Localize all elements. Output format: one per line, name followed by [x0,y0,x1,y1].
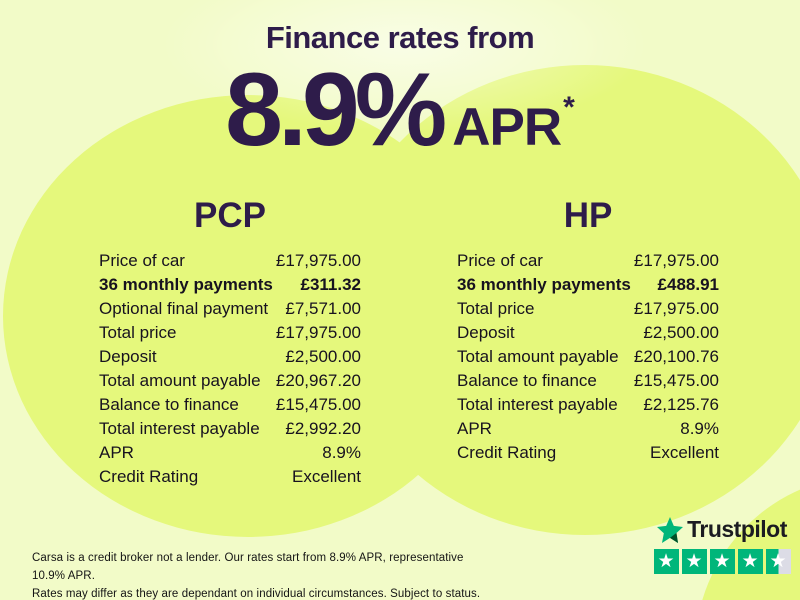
row-value: £17,975.00 [633,251,719,270]
row-value: 8.9% [680,419,719,438]
table-row: Total amount payable £20,967.20 [99,369,361,393]
row-label: 36 monthly payments [457,275,631,294]
pcp-heading: PCP [194,196,266,235]
row-label: Optional final payment [99,299,269,318]
row-value: £17,975.00 [275,323,361,342]
row-value: £20,967.20 [275,371,361,390]
star-icon: ★ [657,551,675,572]
row-label: Deposit [99,347,157,366]
row-label: Deposit [457,323,515,342]
row-label: Balance to finance [457,371,597,390]
row-label: Credit Rating [457,443,557,462]
row-value: £2,992.20 [285,419,361,438]
table-row: Credit Rating Excellent [457,441,719,465]
row-value: £7,571.00 [285,299,361,318]
row-value: 8.9% [322,443,361,462]
row-label: Credit Rating [99,467,199,486]
row-label: Total price [457,299,535,318]
table-row: Credit Rating Excellent [99,465,361,489]
disclaimer-line-2: Rates may differ as they are dependant o… [32,588,481,600]
row-label: Price of car [457,251,543,270]
row-label: APR [457,419,492,438]
star-box-half: ★ [765,549,791,574]
table-row: Price of car £17,975.00 [457,249,719,273]
row-value: £488.91 [657,275,719,294]
row-label: Total interest payable [457,395,618,414]
row-label: APR [99,443,134,462]
table-row: Balance to finance £15,475.00 [457,369,719,393]
row-value: £2,125.76 [643,395,719,414]
trustpilot-star-icon [657,516,684,543]
table-row: 36 monthly payments £311.32 [99,273,361,297]
banner-title: Finance rates from [265,20,535,55]
star-icon: ★ [769,551,787,572]
rate-asterisk: * [563,91,575,124]
row-value: £2,500.00 [285,347,361,366]
hp-table: HP Price of car £17,975.00 36 monthly pa… [457,196,719,465]
disclaimer-line-1: Carsa is a credit broker not a lender. O… [32,552,464,582]
row-value: £15,475.00 [633,371,719,390]
table-row: Total price £17,975.00 [99,321,361,345]
row-label: 36 monthly payments [99,275,273,294]
table-row: 36 monthly payments £488.91 [457,273,719,297]
table-row: APR 8.9% [99,441,361,465]
table-row: Total interest payable £2,125.76 [457,393,719,417]
star-icon: ★ [713,551,731,572]
background-circle-right [335,65,800,535]
row-label: Price of car [99,251,185,270]
row-label: Total interest payable [99,419,260,438]
table-row: Total amount payable £20,100.76 [457,345,719,369]
row-label: Balance to finance [99,395,239,414]
row-value: Excellent [650,443,719,462]
table-row: Optional final payment £7,571.00 [99,297,361,321]
row-value: £17,975.00 [633,299,719,318]
trustpilot-rating-4-5-stars: ★ ★ ★ ★ ★ [646,549,798,574]
table-row: Deposit £2,500.00 [99,345,361,369]
row-value: £2,500.00 [643,323,719,342]
pcp-table: PCP Price of car £17,975.00 36 monthly p… [99,196,361,489]
table-row: Deposit £2,500.00 [457,321,719,345]
title-glow [140,0,670,140]
table-row: Total price £17,975.00 [457,297,719,321]
star-box-full: ★ [737,549,763,574]
rate-unit: APR [452,98,562,157]
trustpilot-wordmark: Trustpilot [687,516,787,542]
star-box-full: ★ [709,549,735,574]
star-box-full: ★ [653,549,679,574]
row-label: Total amount payable [457,347,619,366]
legal-disclaimer: Carsa is a credit broker not a lender. O… [32,549,482,600]
star-box-full: ★ [681,549,707,574]
table-row: Total interest payable £2,992.20 [99,417,361,441]
row-label: Total price [99,323,177,342]
trustpilot-logo: Trustpilot [646,516,798,543]
row-value: Excellent [292,467,361,486]
row-value: £15,475.00 [275,395,361,414]
row-value: £20,100.76 [633,347,719,366]
star-icon: ★ [741,551,759,572]
trustpilot-widget: Trustpilot ★ ★ ★ ★ ★ [646,516,798,574]
hp-heading: HP [563,196,613,235]
table-row: Price of car £17,975.00 [99,249,361,273]
row-value: £17,975.00 [275,251,361,270]
rate-value: 8.9% [225,52,447,168]
headline-rate: 8.9% APR * [0,58,800,162]
row-value: £311.32 [300,275,361,294]
row-label: Total amount payable [99,371,261,390]
star-icon: ★ [685,551,703,572]
table-row: APR 8.9% [457,417,719,441]
table-row: Balance to finance £15,475.00 [99,393,361,417]
